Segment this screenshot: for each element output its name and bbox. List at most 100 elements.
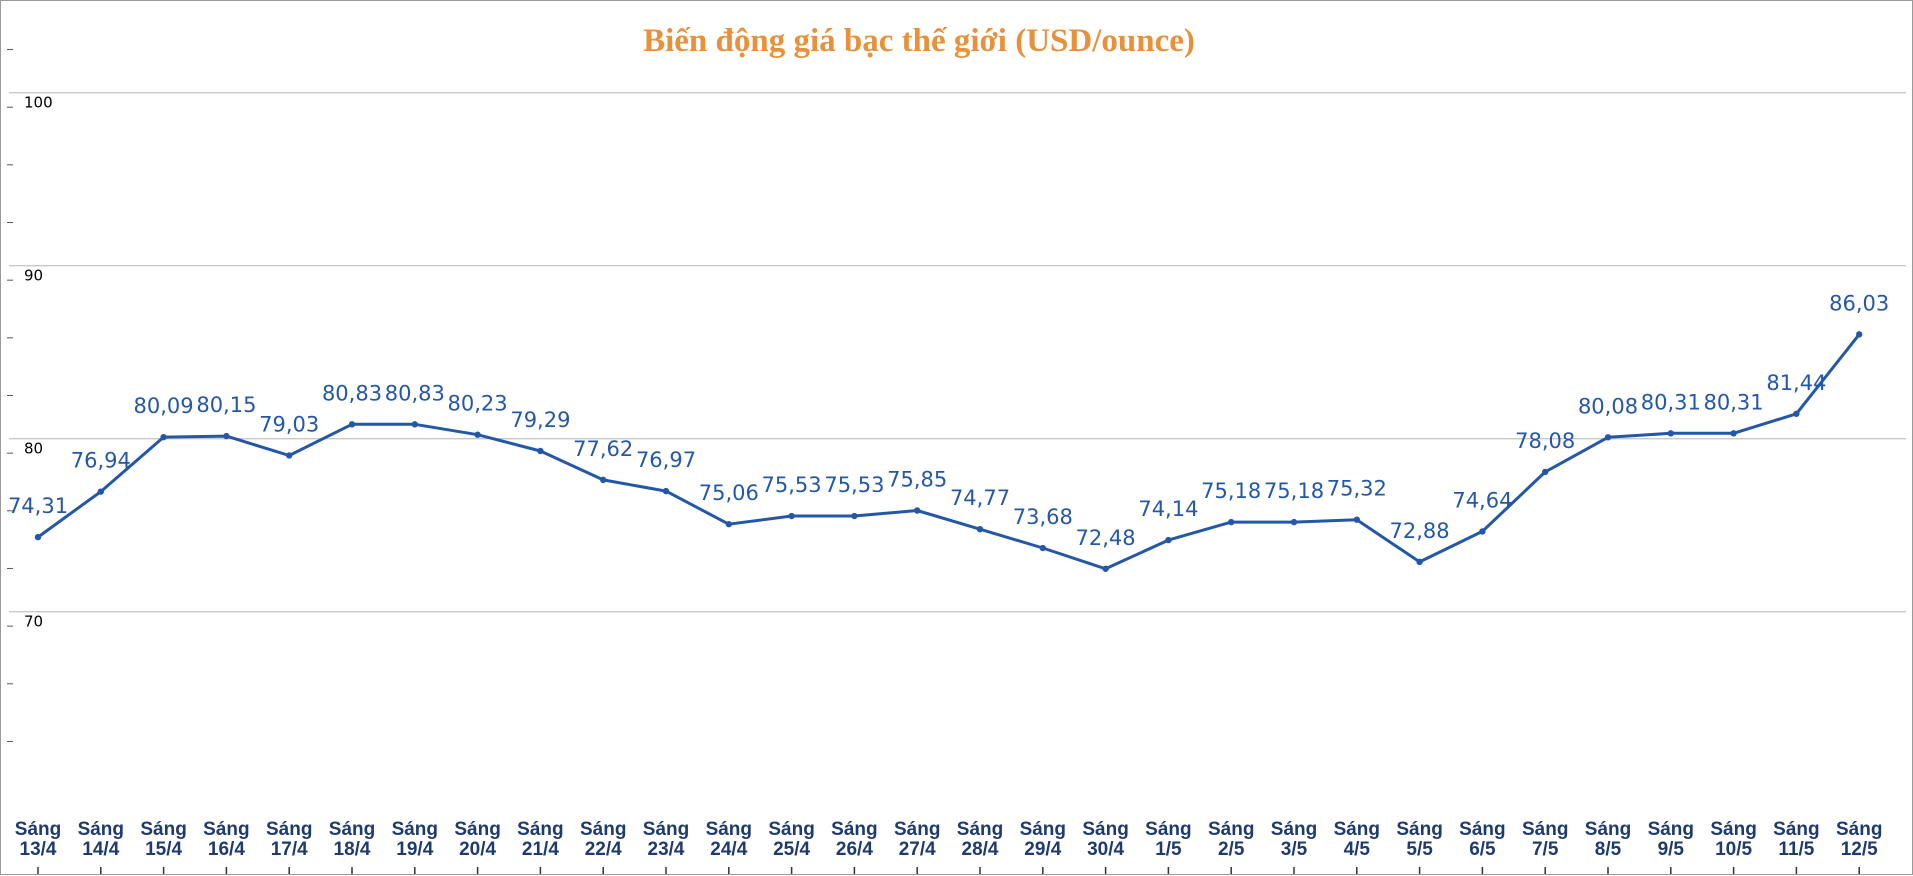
x-tick-label: Sáng 25/4	[768, 819, 814, 860]
data-point	[348, 421, 356, 428]
chart-title: Biến động giá bạc thế giới (USD/ounce)	[643, 23, 1195, 59]
data-point	[1730, 430, 1737, 437]
data-point	[97, 488, 105, 495]
data-label: 75,18	[1201, 479, 1261, 503]
x-tick-label: Sáng 26/4	[831, 819, 877, 860]
data-point	[788, 512, 795, 520]
x-tick-labels: Sáng 13/4 Sáng 14/4 Sáng 15/4 Sáng 16/4 Sáng 17/4…	[15, 819, 1883, 860]
data-point	[914, 507, 921, 514]
data-point	[411, 421, 418, 428]
data-label: 80,23	[448, 392, 508, 416]
x-tick-label: Sáng 24/4	[706, 819, 752, 860]
data-point	[1856, 331, 1863, 338]
data-label: 80,09	[134, 394, 194, 418]
data-point	[537, 447, 544, 455]
y-tick-label: 100	[24, 94, 53, 112]
data-label: 79,03	[259, 412, 319, 436]
data-label: 75,06	[699, 481, 759, 505]
x-tick-label: Sáng 3/5	[1271, 819, 1317, 860]
x-tick-label: Sáng 16/4	[203, 819, 249, 860]
data-label: 76,94	[71, 449, 131, 473]
x-tick-label: Sáng 28/4	[957, 819, 1003, 860]
x-tick-label: Sáng 21/4	[517, 819, 563, 860]
data-label: 79,29	[510, 408, 570, 432]
data-label: 80,08	[1578, 394, 1638, 418]
x-tick-label: Sáng 13/4	[15, 819, 61, 860]
x-tick-label: Sáng 15/4	[140, 819, 186, 860]
data-label: 74,77	[950, 486, 1010, 510]
data-point	[851, 512, 858, 520]
x-axis-tick-marks	[37, 867, 1860, 874]
x-tick-label: Sáng 7/5	[1522, 819, 1568, 860]
data-point	[286, 452, 293, 459]
x-tick-label: Sáng 19/4	[392, 819, 438, 860]
data-label: 80,15	[196, 393, 256, 417]
data-point	[1479, 528, 1486, 535]
data-label: 80,31	[1641, 390, 1701, 414]
data-point	[223, 432, 230, 440]
x-tick-label: Sáng 20/4	[454, 819, 500, 860]
data-point	[725, 520, 732, 528]
data-point	[1667, 430, 1675, 437]
x-tick-label: Sáng 14/4	[78, 819, 124, 860]
data-label: 80,83	[385, 381, 445, 405]
data-label: 78,08	[1515, 429, 1575, 453]
data-label: 75,32	[1327, 477, 1387, 501]
data-point	[600, 476, 607, 484]
data-label: 80,31	[1704, 390, 1764, 414]
data-point	[1228, 518, 1235, 526]
x-tick-label: Sáng 9/5	[1648, 819, 1694, 860]
x-tick-label: Sáng 18/4	[329, 819, 375, 860]
data-label: 77,62	[573, 437, 633, 461]
y-tick-label: 90	[24, 267, 43, 285]
y-tick-labels: 70 80 90 100	[24, 94, 53, 631]
data-label: 75,18	[1264, 479, 1324, 503]
data-point	[34, 533, 42, 541]
data-point	[1793, 410, 1800, 417]
data-label: 74,31	[8, 494, 68, 518]
x-tick-label: Sáng 8/5	[1585, 819, 1631, 860]
data-label: 73,68	[1013, 505, 1073, 529]
data-point	[160, 433, 167, 441]
x-tick-label: Sáng 22/4	[580, 819, 626, 860]
data-label: 74,64	[1452, 488, 1512, 512]
x-tick-label: Sáng 2/5	[1208, 819, 1254, 860]
data-label: 75,85	[887, 467, 947, 491]
data-label: 80,83	[322, 381, 382, 405]
data-point	[662, 487, 670, 495]
grid-lines	[9, 92, 1906, 613]
series-line	[37, 333, 1861, 571]
x-tick-label: Sáng 12/5	[1836, 819, 1882, 860]
y-tick-label: 70	[24, 613, 43, 631]
data-point	[1416, 558, 1423, 566]
x-tick-label: Sáng 6/5	[1459, 819, 1505, 860]
data-point	[1165, 536, 1172, 544]
x-tick-label: Sáng 29/4	[1020, 819, 1066, 860]
data-label: 75,53	[824, 473, 884, 497]
data-point	[976, 525, 984, 533]
x-tick-label: Sáng 1/5	[1145, 819, 1191, 860]
data-label: 72,48	[1076, 526, 1136, 550]
data-point	[1290, 518, 1298, 526]
x-tick-label: Sáng 5/5	[1396, 819, 1442, 860]
data-label: 76,97	[636, 448, 696, 472]
data-point	[1039, 544, 1047, 552]
data-point	[1353, 516, 1361, 523]
left-axis-minor-ticks	[7, 49, 13, 742]
data-point	[1102, 565, 1109, 572]
x-tick-label: Sáng 11/5	[1773, 819, 1819, 860]
data-point	[1542, 468, 1549, 476]
x-tick-label: Sáng 23/4	[643, 819, 689, 860]
data-label: 75,53	[762, 473, 822, 497]
data-point	[1604, 434, 1612, 441]
x-tick-label: Sáng 4/5	[1334, 819, 1380, 860]
data-label: 86,03	[1829, 291, 1889, 315]
data-label: 74,14	[1138, 497, 1198, 521]
data-label: 72,88	[1390, 519, 1450, 543]
x-tick-label: Sáng 17/4	[266, 819, 312, 860]
data-point	[474, 431, 481, 438]
data-points	[34, 331, 1863, 572]
